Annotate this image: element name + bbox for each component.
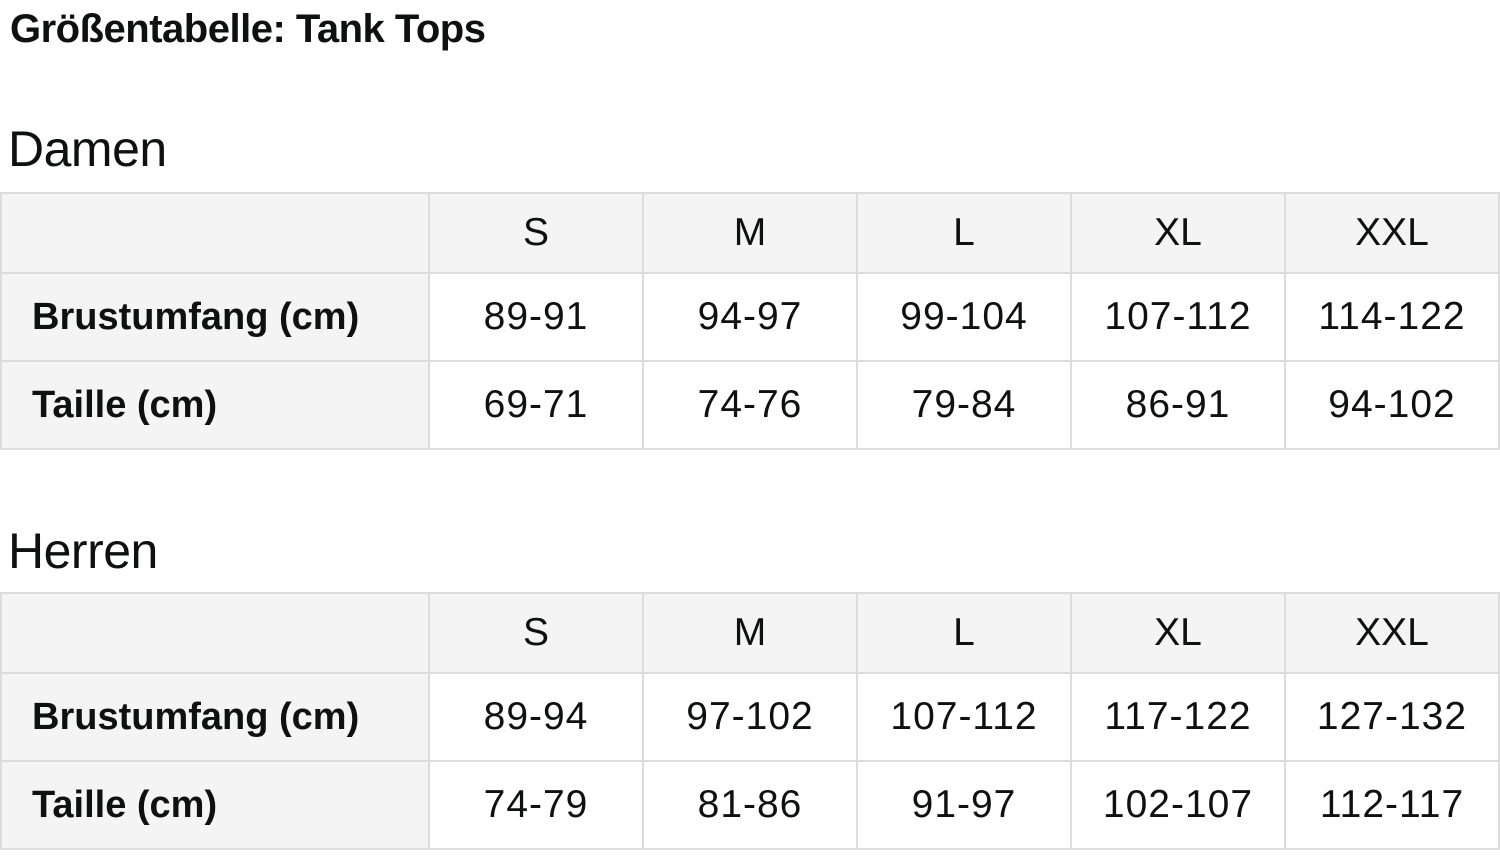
- herren-column-header-xl: XL: [1070, 592, 1286, 674]
- table-cell: 69-71: [428, 360, 644, 450]
- damen-column-header-l: L: [856, 192, 1072, 274]
- table-row: Brustumfang (cm) 89-91 94-97 99-104 107-…: [0, 272, 1500, 362]
- table-cell: 107-112: [1070, 272, 1286, 362]
- size-table-herren: S M L XL XXL Brustumfang (cm) 89-94 97-1…: [0, 592, 1500, 850]
- table-cell: 79-84: [856, 360, 1072, 450]
- table-row: Taille (cm) 74-79 81-86 91-97 102-107 11…: [0, 760, 1500, 850]
- damen-column-header-m: M: [642, 192, 858, 274]
- herren-column-header-l: L: [856, 592, 1072, 674]
- herren-column-header-s: S: [428, 592, 644, 674]
- page-title: Größentabelle: Tank Tops: [10, 7, 486, 51]
- herren-row-label-taille: Taille (cm): [0, 760, 430, 850]
- damen-row-label-taille: Taille (cm): [0, 360, 430, 450]
- size-table-damen: S M L XL XXL Brustumfang (cm) 89-91 94-9…: [0, 192, 1500, 450]
- herren-column-header-m: M: [642, 592, 858, 674]
- table-cell: 91-97: [856, 760, 1072, 850]
- table-cell: 74-76: [642, 360, 858, 450]
- damen-corner-cell: [0, 192, 430, 274]
- section-herren: Herren S M L XL XXL Brustumfang (cm): [0, 521, 1500, 850]
- damen-column-header-xl: XL: [1070, 192, 1286, 274]
- table-cell: 74-79: [428, 760, 644, 850]
- table-cell: 97-102: [642, 672, 858, 762]
- table-row: Taille (cm) 69-71 74-76 79-84 86-91 94-1…: [0, 360, 1500, 450]
- table-cell: 102-107: [1070, 760, 1286, 850]
- herren-corner-cell: [0, 592, 430, 674]
- herren-row-label-brustumfang: Brustumfang (cm): [0, 672, 430, 762]
- table-cell: 114-122: [1284, 272, 1500, 362]
- damen-row-label-brustumfang: Brustumfang (cm): [0, 272, 430, 362]
- table-cell: 94-102: [1284, 360, 1500, 450]
- table-cell: 81-86: [642, 760, 858, 850]
- damen-column-header-xxl: XXL: [1284, 192, 1500, 274]
- table-cell: 89-91: [428, 272, 644, 362]
- table-cell: 99-104: [856, 272, 1072, 362]
- section-damen: Damen S M L XL XXL Brustumfang (cm): [0, 119, 1500, 450]
- herren-header-row: S M L XL XXL: [0, 592, 1500, 674]
- section-heading-damen: Damen: [8, 121, 167, 177]
- damen-header-row: S M L XL XXL: [0, 192, 1500, 274]
- table-cell: 112-117: [1284, 760, 1500, 850]
- damen-column-header-s: S: [428, 192, 644, 274]
- herren-column-header-xxl: XXL: [1284, 592, 1500, 674]
- table-cell: 107-112: [856, 672, 1072, 762]
- table-cell: 89-94: [428, 672, 644, 762]
- table-row: Brustumfang (cm) 89-94 97-102 107-112 11…: [0, 672, 1500, 762]
- section-heading-herren: Herren: [8, 523, 158, 579]
- table-cell: 127-132: [1284, 672, 1500, 762]
- table-cell: 117-122: [1070, 672, 1286, 762]
- table-cell: 86-91: [1070, 360, 1286, 450]
- table-cell: 94-97: [642, 272, 858, 362]
